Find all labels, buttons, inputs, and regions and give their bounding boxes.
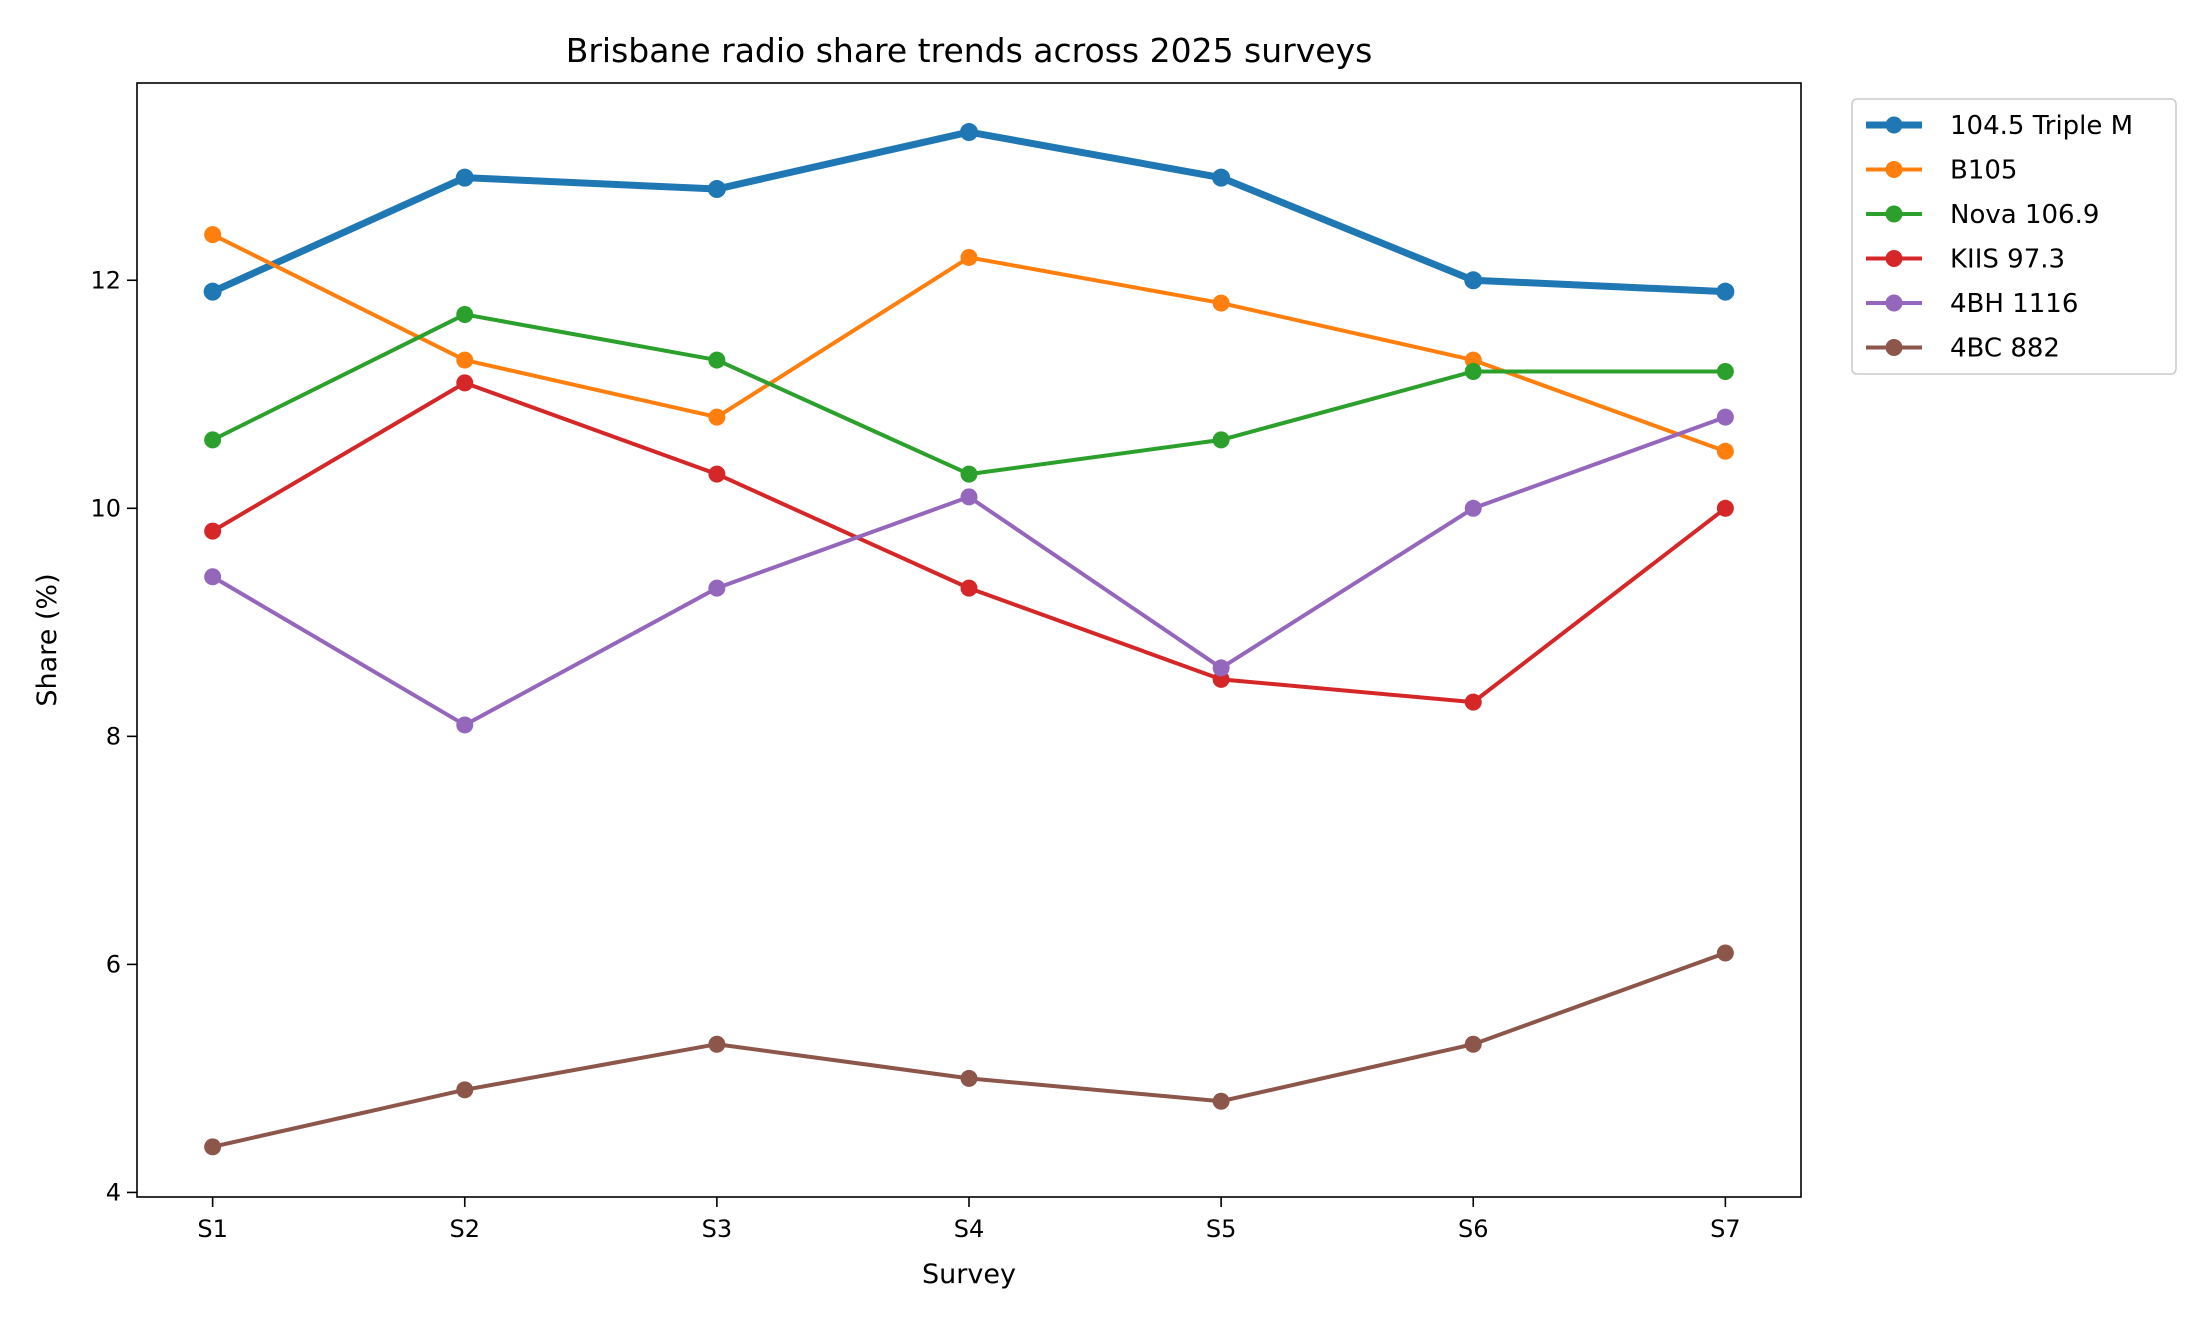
series-line bbox=[211, 415, 1727, 727]
series-4bh-1116 bbox=[204, 408, 1734, 734]
data-point bbox=[708, 579, 726, 597]
plot-area bbox=[203, 123, 1735, 1156]
data-point bbox=[455, 168, 474, 187]
x-tick-label: S4 bbox=[954, 1215, 985, 1243]
data-point bbox=[960, 248, 978, 266]
series-104-5-triple-m bbox=[203, 123, 1735, 301]
legend-marker bbox=[1885, 161, 1903, 178]
data-point bbox=[456, 374, 474, 392]
data-point bbox=[960, 1069, 978, 1087]
data-point bbox=[456, 305, 474, 323]
legend-item: 104.5 Triple M bbox=[1866, 111, 2133, 141]
series-nova-106-9 bbox=[204, 305, 1734, 483]
data-point bbox=[1464, 271, 1483, 290]
data-point bbox=[1716, 408, 1734, 426]
data-point bbox=[707, 180, 726, 199]
legend-marker bbox=[1885, 294, 1903, 312]
data-point bbox=[203, 282, 222, 301]
data-point bbox=[960, 123, 978, 142]
legend-marker bbox=[1885, 205, 1903, 223]
data-point bbox=[708, 465, 726, 483]
data-point bbox=[1212, 168, 1231, 187]
legend-item: KIIS 97.3 bbox=[1866, 245, 2065, 275]
series-line bbox=[211, 380, 1727, 705]
data-point bbox=[1464, 362, 1482, 380]
series-b105 bbox=[204, 226, 1734, 460]
data-point bbox=[1716, 282, 1735, 301]
data-point bbox=[708, 351, 726, 369]
data-point bbox=[1212, 294, 1230, 312]
data-point bbox=[204, 522, 222, 540]
data-point bbox=[456, 716, 474, 734]
data-point bbox=[960, 488, 978, 506]
data-point bbox=[960, 579, 978, 597]
series-line bbox=[211, 312, 1726, 477]
data-point bbox=[708, 1035, 726, 1053]
data-point bbox=[1212, 431, 1230, 449]
legend-label: B105 bbox=[1950, 156, 2017, 186]
legend-marker bbox=[1885, 250, 1903, 267]
data-point bbox=[204, 1138, 222, 1156]
legend-marker bbox=[1885, 116, 1903, 134]
x-tick-label: S5 bbox=[1206, 1215, 1237, 1243]
legend-item: 4BH 1116 bbox=[1866, 289, 2078, 319]
data-point bbox=[1212, 659, 1230, 677]
legend-label: 4BH 1116 bbox=[1950, 289, 2078, 319]
y-tick-label: 12 bbox=[90, 266, 121, 294]
legend-item: 4BC 882 bbox=[1866, 334, 2060, 364]
series-line bbox=[212, 951, 1727, 1149]
legend-item: B105 bbox=[1866, 156, 2017, 186]
legend-label: KIIS 97.3 bbox=[1950, 245, 2065, 275]
x-tick-label: S2 bbox=[449, 1215, 480, 1243]
y-tick-label: 6 bbox=[106, 950, 121, 978]
legend-label: Nova 106.9 bbox=[1950, 200, 2099, 230]
data-point bbox=[1716, 442, 1734, 460]
x-tick-label: S7 bbox=[1710, 1215, 1741, 1243]
series-4bc-882 bbox=[204, 944, 1734, 1156]
y-tick-label: 4 bbox=[106, 1178, 121, 1206]
series-kiis-97-3 bbox=[204, 374, 1734, 711]
data-point bbox=[1716, 362, 1734, 380]
series-line bbox=[211, 128, 1726, 296]
x-tick-label: S6 bbox=[1458, 1215, 1489, 1243]
data-point bbox=[1464, 499, 1482, 517]
y-axis: 4 6 8 10 12 bbox=[90, 266, 137, 1206]
data-point bbox=[960, 465, 978, 483]
data-point bbox=[456, 1081, 474, 1099]
data-point bbox=[204, 226, 222, 244]
x-tick-label: S1 bbox=[197, 1215, 228, 1243]
data-point bbox=[1212, 1092, 1230, 1110]
data-point bbox=[1464, 1035, 1482, 1053]
y-tick-label: 10 bbox=[90, 494, 121, 522]
x-axis-label: Survey bbox=[922, 1259, 1016, 1290]
legend-item: Nova 106.9 bbox=[1866, 200, 2099, 230]
x-tick-label: S3 bbox=[702, 1215, 733, 1243]
chart-title: Brisbane radio share trends across 2025 … bbox=[566, 31, 1373, 70]
data-point bbox=[204, 431, 222, 449]
y-axis-label: Share (%) bbox=[32, 573, 63, 706]
legend-box bbox=[1851, 98, 2177, 375]
data-point bbox=[204, 568, 222, 586]
data-point bbox=[1716, 944, 1734, 962]
data-point bbox=[1716, 499, 1734, 517]
data-point bbox=[708, 408, 726, 426]
series-line bbox=[211, 232, 1727, 454]
data-point bbox=[456, 351, 474, 369]
legend-label: 104.5 Triple M bbox=[1950, 111, 2133, 141]
legend: 104.5 Triple M B105 Nova 106.9 KIIS 97.3 4BH… bbox=[1851, 98, 2177, 375]
data-point bbox=[1464, 693, 1482, 711]
legend-label: 4BC 882 bbox=[1950, 334, 2060, 364]
legend-marker bbox=[1885, 339, 1903, 356]
x-axis: S1 S2 S3 S4 S5 S6 S7 bbox=[197, 1197, 1741, 1243]
y-tick-label: 8 bbox=[106, 722, 121, 750]
